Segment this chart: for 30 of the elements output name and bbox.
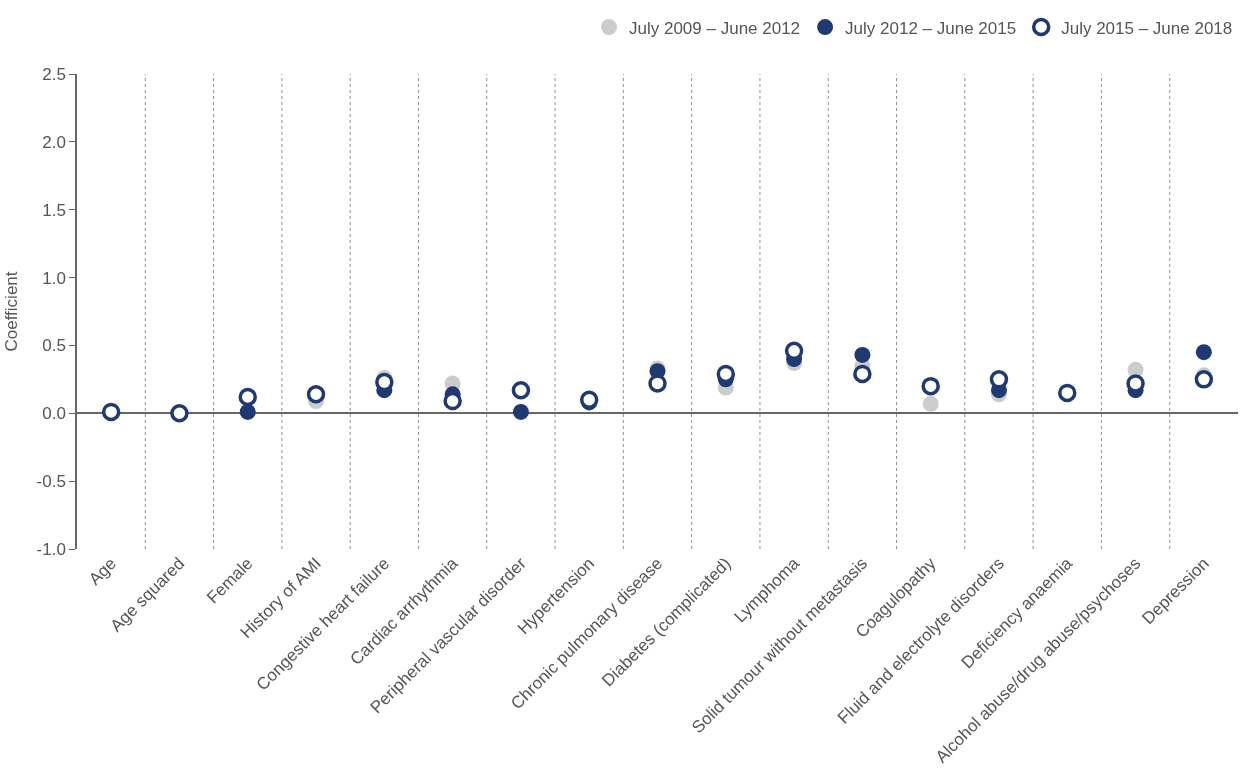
point — [648, 374, 667, 393]
y-tick-label: 1.5 — [42, 200, 66, 220]
legend-label: July 2009 – June 2012 — [629, 18, 801, 38]
point — [853, 364, 872, 384]
legend-label: July 2012 – June 2015 — [845, 18, 1017, 38]
point — [511, 380, 531, 400]
point — [239, 403, 256, 420]
point — [854, 346, 871, 363]
point — [306, 385, 326, 404]
point — [579, 390, 599, 409]
y-tick-label: -0.5 — [36, 472, 66, 492]
y-tick-label: -1.0 — [36, 539, 66, 559]
y-axis-title: Coefficient — [1, 271, 21, 352]
y-tick-label: 2.5 — [42, 64, 66, 84]
y-tick-label: 2.0 — [42, 132, 66, 152]
y-tick-label: 0.0 — [42, 404, 66, 424]
point — [512, 403, 529, 420]
point — [922, 395, 939, 412]
point — [1195, 344, 1212, 361]
point — [238, 387, 257, 407]
point — [989, 370, 1009, 389]
point — [101, 402, 121, 422]
point — [1058, 383, 1077, 403]
x-tick-label: Age — [85, 553, 120, 589]
point — [921, 376, 940, 396]
point — [170, 404, 189, 423]
legend-label: July 2015 – June 2018 — [1061, 18, 1233, 38]
point — [1194, 370, 1214, 389]
y-tick-label: 1.0 — [42, 268, 66, 288]
y-tick-label: 0.5 — [42, 336, 66, 356]
